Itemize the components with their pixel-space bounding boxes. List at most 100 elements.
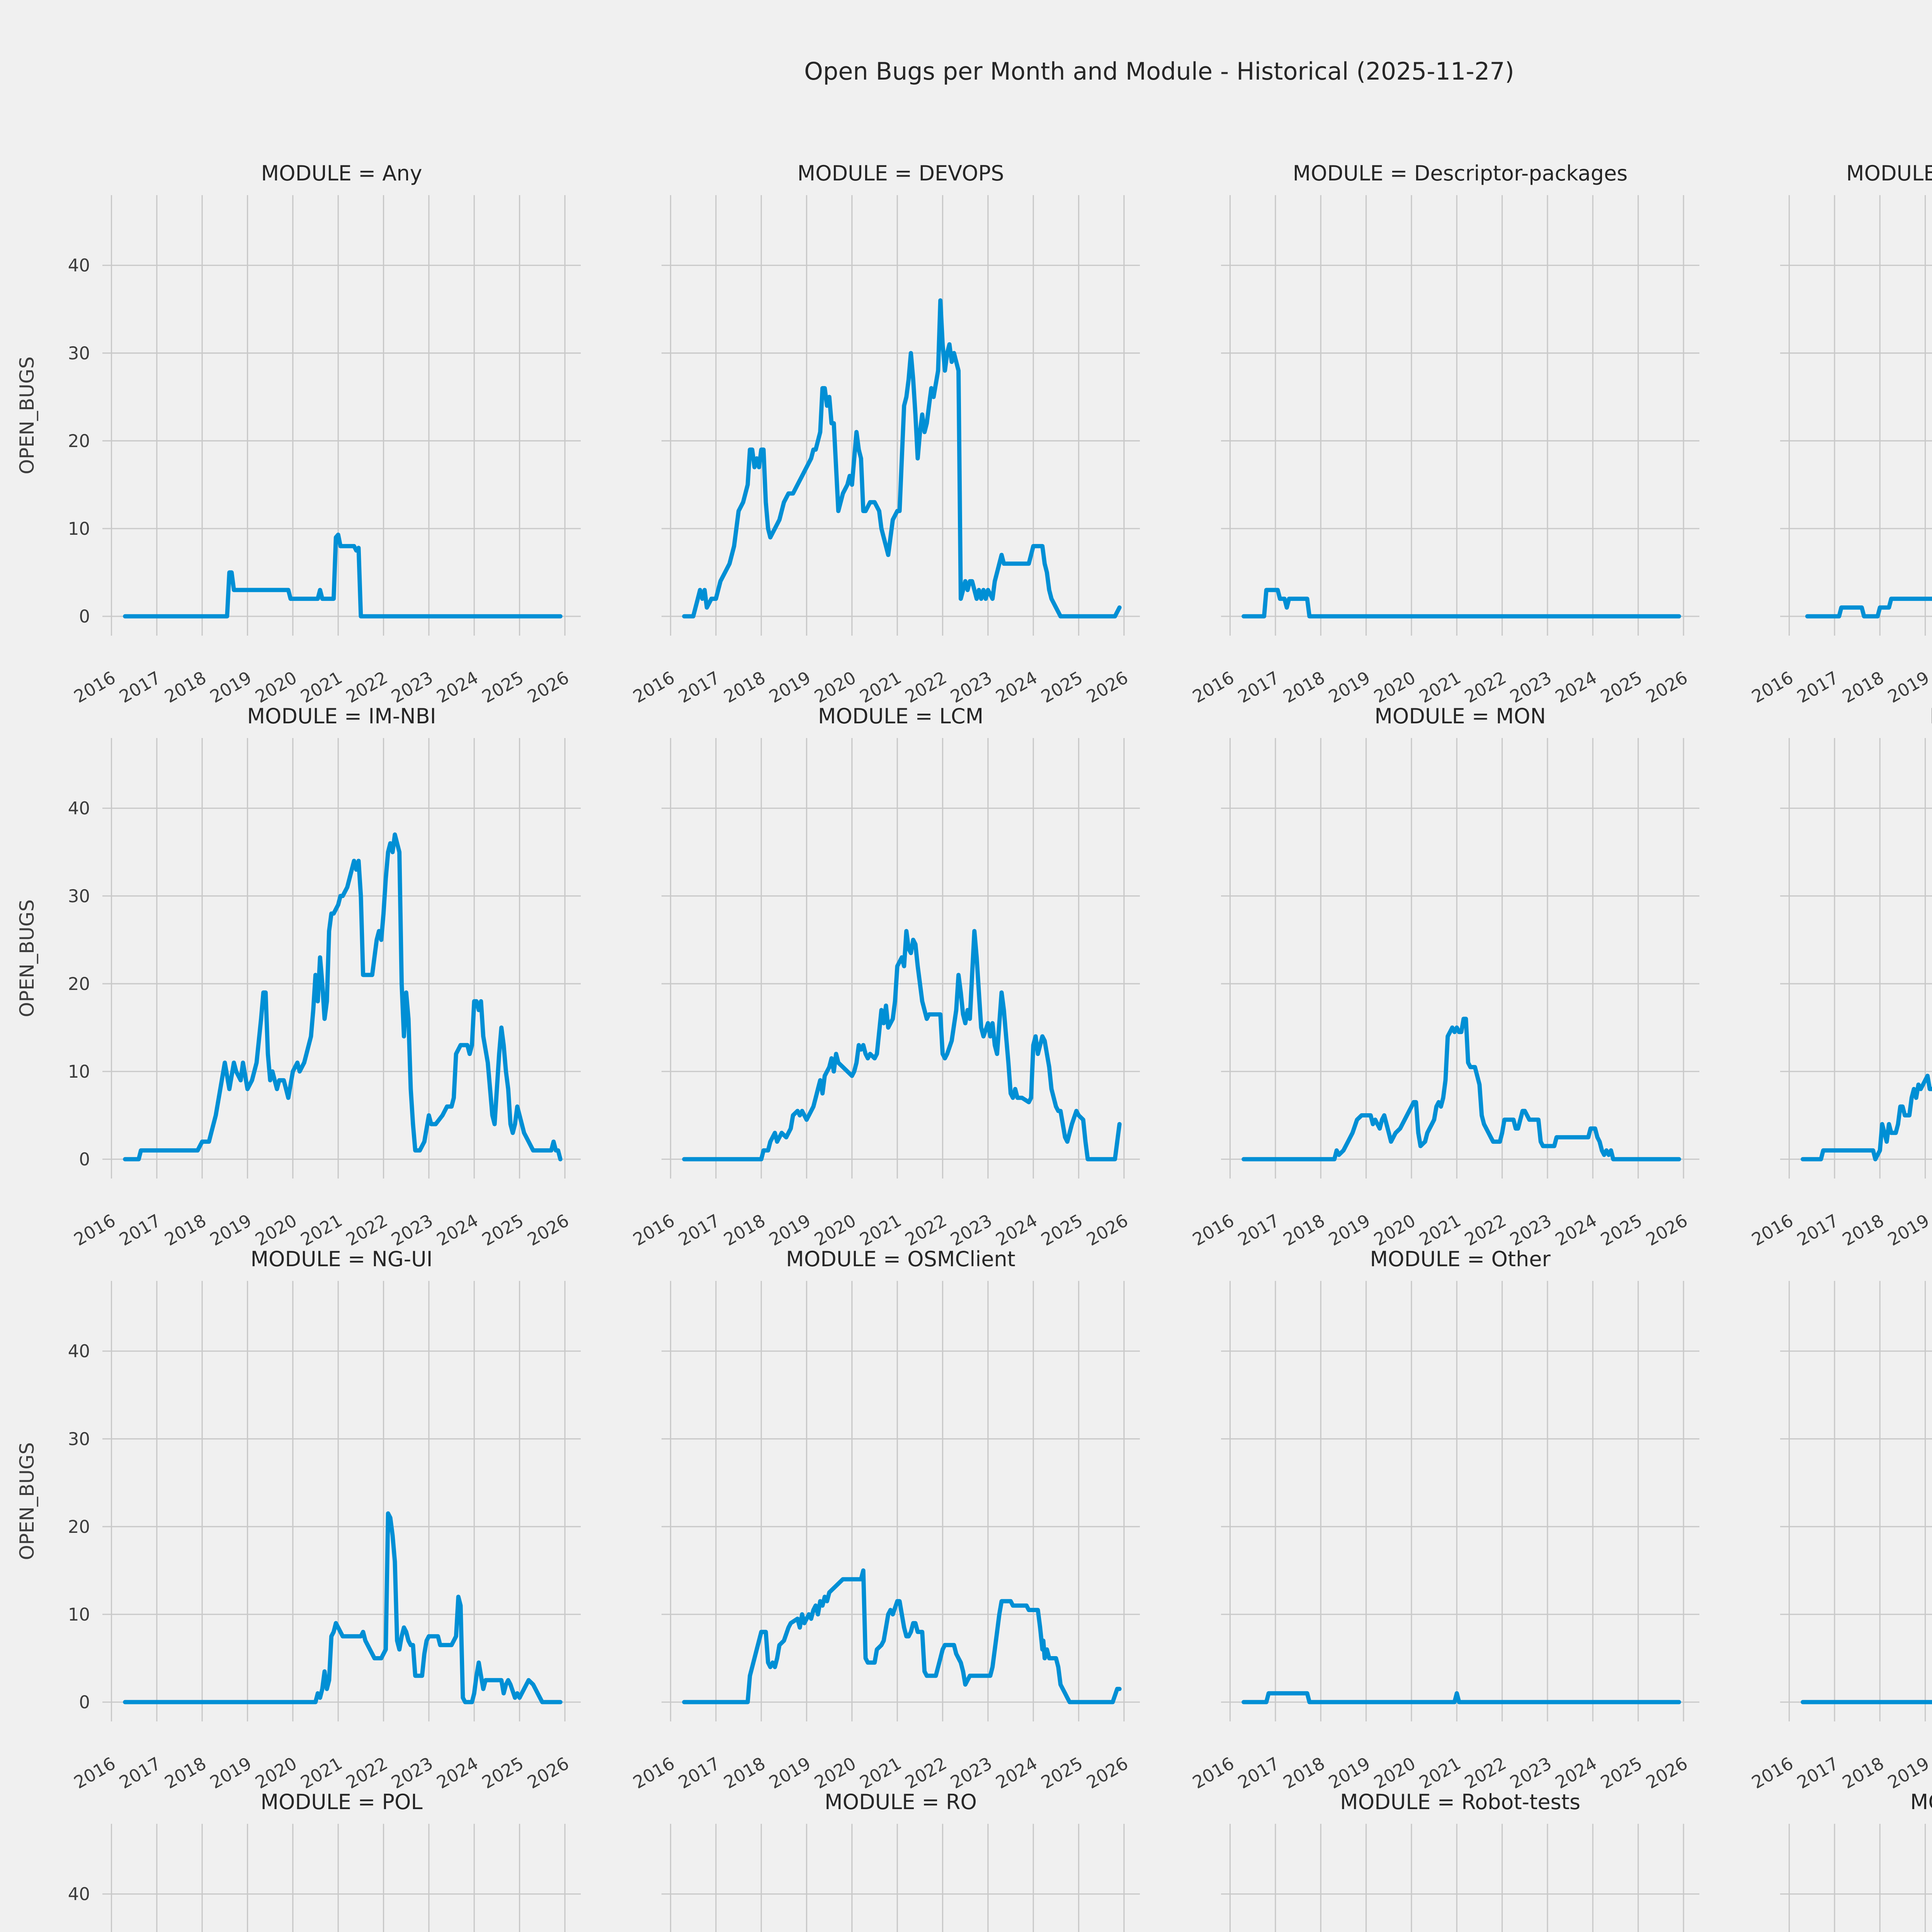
x-tick-label: 2018 xyxy=(720,667,769,707)
x-tick-label: 2016 xyxy=(70,1753,119,1793)
x-tick-label: 2021 xyxy=(1416,1753,1464,1793)
x-tick-label: 2020 xyxy=(1930,1210,1932,1250)
x-tick-label: 2017 xyxy=(1794,1210,1842,1250)
bug-trend-line xyxy=(1242,588,1681,619)
x-tick-label: 2023 xyxy=(947,667,996,707)
x-tick-label: 2021 xyxy=(297,1753,346,1793)
facet-title: MODULE = Unknown xyxy=(1910,1790,1932,1814)
x-tick-label: 2019 xyxy=(206,1753,255,1793)
x-tick-label: 2023 xyxy=(947,1210,996,1250)
x-tick-label: 2024 xyxy=(1552,667,1600,707)
facet-panel-robot-tests: MODULE = Robot-tests20162017201820192020… xyxy=(1221,1790,1699,1932)
x-tick-label: 2025 xyxy=(1037,1753,1086,1793)
x-tick-label: 2016 xyxy=(1189,1210,1238,1250)
x-tick-label: 2021 xyxy=(1416,667,1464,707)
x-tick-label: 2023 xyxy=(1507,1753,1555,1793)
x-tick-label: 2017 xyxy=(116,1210,165,1250)
facet-title: MODULE = OSMClient xyxy=(786,1247,1015,1271)
y-tick-label: 20 xyxy=(68,974,90,994)
x-tick-label: 2025 xyxy=(1597,1753,1646,1793)
x-tick-label: 2019 xyxy=(1884,667,1932,707)
facet-panel-unknown: MODULE = Unknown201620172018201920202021… xyxy=(1780,1790,1932,1932)
x-tick-label: 2020 xyxy=(252,1210,301,1250)
y-tick-label: 40 xyxy=(68,1884,90,1905)
x-tick-label: 2021 xyxy=(856,667,905,707)
facet-panel-pol: MODULE = POL2016201720182019202020212022… xyxy=(68,1790,581,1932)
x-tick-label: 2016 xyxy=(1748,1753,1797,1793)
x-tick-label: 2022 xyxy=(1461,667,1510,707)
y-tick-label: 30 xyxy=(68,1429,90,1449)
x-tick-label: 2026 xyxy=(1083,1753,1132,1793)
x-tick-label: 2026 xyxy=(524,667,573,707)
x-tick-label: 2026 xyxy=(1643,1753,1691,1793)
y-tick-label: 0 xyxy=(79,1692,90,1713)
facet-title: MODULE = Documentation / Wiki xyxy=(1846,161,1932,185)
x-tick-label: 2018 xyxy=(1280,1753,1328,1793)
y-axis-label: OPEN_BUGS xyxy=(16,357,38,474)
x-tick-label: 2019 xyxy=(765,1210,814,1250)
x-tick-label: 2019 xyxy=(206,1210,255,1250)
x-tick-label: 2025 xyxy=(478,1753,527,1793)
x-tick-label: 2021 xyxy=(856,1753,905,1793)
x-tick-label: 2024 xyxy=(433,1210,482,1250)
x-tick-label: 2017 xyxy=(675,1210,724,1250)
x-tick-label: 2023 xyxy=(388,1753,437,1793)
x-tick-label: 2018 xyxy=(161,1753,210,1793)
y-axis-label: OPEN_BUGS xyxy=(16,1442,38,1560)
x-tick-label: 2018 xyxy=(720,1753,769,1793)
x-tick-label: 2023 xyxy=(388,667,437,707)
facet-panel-ng-ui: MODULE = NG-UI20162017201820192020202120… xyxy=(16,1247,581,1793)
y-tick-label: 30 xyxy=(68,886,90,906)
x-tick-label: 2022 xyxy=(901,1210,950,1250)
y-tick-label: 10 xyxy=(68,1061,90,1082)
facet-title: MODULE = POL xyxy=(260,1790,422,1814)
facet-panel-any: MODULE = Any 2016201720182019202020212022… xyxy=(16,161,581,707)
bug-trend-line xyxy=(1242,1017,1681,1162)
y-tick-label: 20 xyxy=(68,431,90,451)
x-tick-label: 2017 xyxy=(1235,1753,1283,1793)
x-tick-label: 2016 xyxy=(1748,667,1797,707)
x-tick-label: 2019 xyxy=(1884,1210,1932,1250)
x-tick-label: 2016 xyxy=(1189,1753,1238,1793)
x-tick-label: 2020 xyxy=(811,1210,860,1250)
x-tick-label: 2022 xyxy=(901,667,950,707)
x-tick-label: 2020 xyxy=(811,667,860,707)
x-tick-label: 2024 xyxy=(992,1753,1041,1793)
facet-panel-descriptor-packages: MODULE = Descriptor-packages 201620172018… xyxy=(1189,161,1699,707)
facet-title: MODULE = MON xyxy=(1374,704,1546,728)
y-tick-label: 40 xyxy=(68,798,90,819)
x-tick-label: 2023 xyxy=(947,1753,996,1793)
x-tick-label: 2024 xyxy=(992,667,1041,707)
bug-trend-line xyxy=(1242,1691,1681,1704)
x-tick-label: 2020 xyxy=(1930,1753,1932,1793)
facet-title: MODULE = LCM xyxy=(818,704,983,728)
x-tick-label: 2017 xyxy=(675,1753,724,1793)
x-tick-label: 2023 xyxy=(1507,1210,1555,1250)
x-tick-label: 2024 xyxy=(1552,1210,1600,1250)
facet-title: MODULE = Robot-tests xyxy=(1340,1790,1580,1814)
x-tick-label: 2018 xyxy=(1280,1210,1328,1250)
x-tick-label: 2018 xyxy=(1839,1210,1888,1250)
x-tick-label: 2018 xyxy=(161,667,210,707)
x-tick-label: 2020 xyxy=(1371,1753,1419,1793)
facet-panel-osmclient: MODULE = OSMClient2016201720182019202020… xyxy=(629,1247,1140,1793)
x-tick-label: 2026 xyxy=(524,1753,573,1793)
x-tick-label: 2022 xyxy=(1461,1210,1510,1250)
x-tick-label: 2022 xyxy=(342,1210,391,1250)
x-tick-label: 2021 xyxy=(297,1210,346,1250)
facet-title: MODULE = IM-NBI xyxy=(247,704,436,728)
facet-title: MODULE = RO xyxy=(825,1790,977,1814)
x-tick-label: 2017 xyxy=(1794,667,1842,707)
x-tick-label: 2019 xyxy=(206,667,255,707)
facet-panel-n2vc: MODULE = N2VC201620172018201920202021202… xyxy=(1748,704,1932,1250)
x-tick-label: 2017 xyxy=(1794,1753,1842,1793)
bug-trend-line xyxy=(123,832,563,1162)
x-tick-label: 2016 xyxy=(629,1210,678,1250)
x-tick-label: 2019 xyxy=(1884,1753,1932,1793)
x-tick-label: 2017 xyxy=(1235,667,1283,707)
facet-title: MODULE = NG-UI xyxy=(250,1247,432,1271)
x-tick-label: 2017 xyxy=(675,667,724,707)
x-tick-label: 2018 xyxy=(1839,667,1888,707)
